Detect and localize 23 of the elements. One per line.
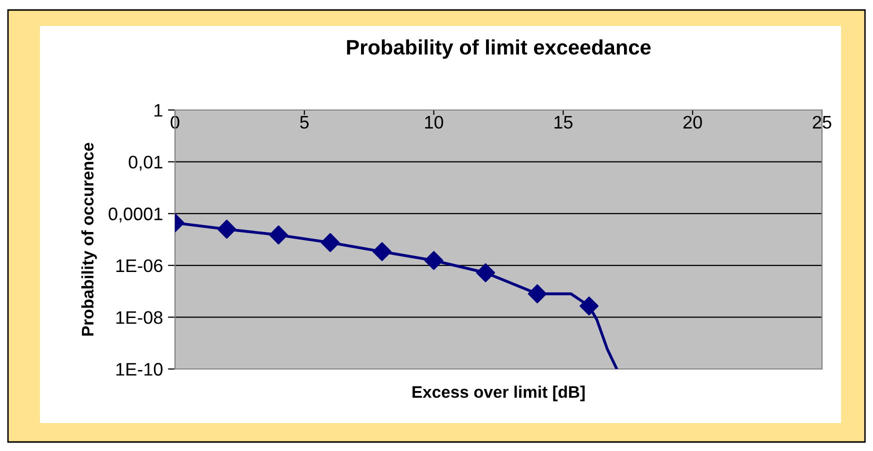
y-axis-title: Probability of occurence <box>81 142 97 336</box>
point <box>217 220 236 239</box>
x-tick-label: 5 <box>300 116 309 129</box>
y-tick-label: 0,0001 <box>108 208 162 222</box>
x-tick-label: 10 <box>425 116 444 129</box>
y-tick-label: 1E-10 <box>116 362 162 376</box>
point <box>580 296 599 316</box>
point <box>320 233 340 252</box>
point <box>424 250 444 270</box>
x-axis-title: Excess over limit [dB] <box>412 386 585 402</box>
x-tick-label: 25 <box>812 116 832 129</box>
y-tick-label: 1 <box>154 104 162 117</box>
y-tick-label: 1E-06 <box>116 259 162 272</box>
x-tick-label: 15 <box>554 116 572 129</box>
point <box>528 284 547 304</box>
x-tick-label: 20 <box>683 116 702 129</box>
point <box>372 242 392 262</box>
y-tick-label: 0,01 <box>128 156 162 171</box>
chart-title: Probability of limit exceedance <box>347 39 651 59</box>
point <box>269 225 288 244</box>
y-tick-label: 1E-08 <box>116 311 162 324</box>
point <box>476 263 496 282</box>
x-tick-label: 0 <box>170 116 180 129</box>
